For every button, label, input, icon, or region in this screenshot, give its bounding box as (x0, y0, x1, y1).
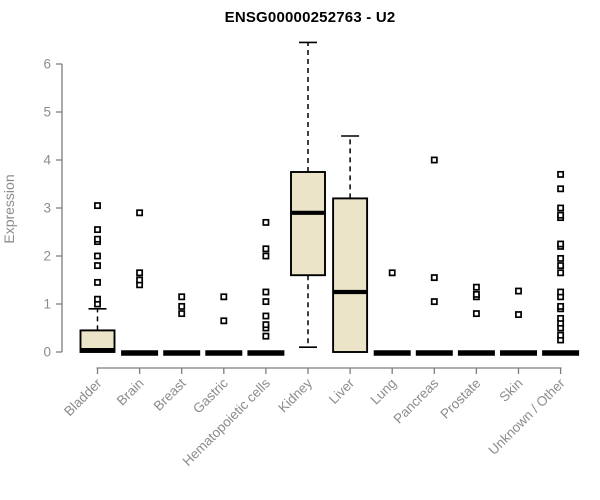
outlier-point (472, 290, 480, 298)
outlier-point (94, 226, 101, 234)
outlier-point (262, 245, 270, 253)
outlier-point (262, 321, 270, 329)
boxplot-gastric (205, 293, 243, 356)
outlier-point (557, 262, 565, 270)
boxplot-kidney (290, 41, 326, 349)
boxplot-lung (373, 269, 411, 356)
y-tick-label: 5 (43, 105, 51, 120)
x-category-label: Prostate (437, 376, 483, 422)
outlier-point (430, 156, 438, 164)
outlier-point (94, 252, 101, 260)
outlier-point (178, 310, 186, 318)
x-category-label: Liver (326, 375, 358, 407)
x-category-label: Lung (367, 376, 399, 408)
boxplot-hematopoietic-cells (247, 218, 285, 356)
outlier-point (515, 287, 522, 295)
outlier-point (262, 218, 270, 226)
outlier-point (136, 269, 144, 277)
boxplot-pancreas (415, 156, 453, 356)
outlier-point (557, 288, 565, 296)
outlier-point (557, 254, 565, 262)
outlier-point (557, 170, 565, 178)
outlier-point (557, 211, 565, 219)
outlier-point (262, 252, 270, 260)
y-tick-label: 0 (43, 345, 51, 360)
x-category-label: Skin (496, 376, 525, 405)
box (290, 171, 326, 277)
y-tick-label: 6 (43, 57, 51, 72)
boxplot-skin (500, 287, 537, 356)
outlier-point (472, 283, 480, 291)
outlier-point (557, 331, 565, 339)
outlier-point (557, 302, 565, 310)
outlier-point (557, 269, 565, 277)
outlier-point (557, 204, 565, 212)
outlier-point (262, 298, 270, 306)
x-category-label: Bladder (61, 375, 105, 419)
y-axis: 0 1 2 3 4 5 6 (43, 57, 63, 360)
outlier-point (388, 269, 396, 277)
outlier-point (557, 240, 565, 248)
boxplot-prostate (457, 283, 495, 356)
x-category-label: Breast (151, 375, 189, 413)
x-category-label: Unknown / Other (485, 375, 568, 458)
outlier-point (472, 310, 480, 318)
outlier-point (94, 262, 101, 270)
box (332, 197, 369, 353)
outlier-point (94, 235, 101, 243)
outlier-point (262, 312, 270, 320)
outlier-point (220, 317, 228, 325)
outlier-point (94, 278, 101, 286)
outlier-point (178, 302, 186, 310)
boxplot-bladder (79, 202, 116, 353)
boxplot-liver (332, 135, 369, 353)
outlier-point (515, 311, 522, 319)
x-category-label: Pancreas (390, 375, 441, 426)
outlier-point (430, 274, 438, 282)
outlier-point (136, 209, 144, 217)
y-tick-label: 1 (43, 297, 51, 312)
outlier-point (262, 288, 270, 296)
outlier-point (94, 202, 101, 210)
boxplot-unknown-other (542, 170, 580, 356)
outlier-point (220, 293, 228, 301)
boxplot-brain (121, 209, 159, 356)
outlier-point (557, 185, 565, 193)
outlier-point (136, 276, 144, 284)
x-category-label: Gastric (190, 375, 231, 416)
y-tick-label: 3 (43, 201, 51, 216)
chart-title: ENSG00000252763 - U2 (224, 9, 396, 26)
outlier-point (262, 332, 270, 340)
y-tick-label: 4 (43, 153, 51, 168)
outlier-point (94, 295, 101, 303)
y-tick-label: 2 (43, 249, 51, 264)
outlier-point (178, 293, 186, 301)
outlier-point (430, 298, 438, 306)
x-category-label: Kidney (275, 375, 315, 415)
boxplot-breast (163, 293, 201, 356)
outlier-point (557, 314, 565, 322)
x-category-label: Brain (114, 376, 147, 409)
